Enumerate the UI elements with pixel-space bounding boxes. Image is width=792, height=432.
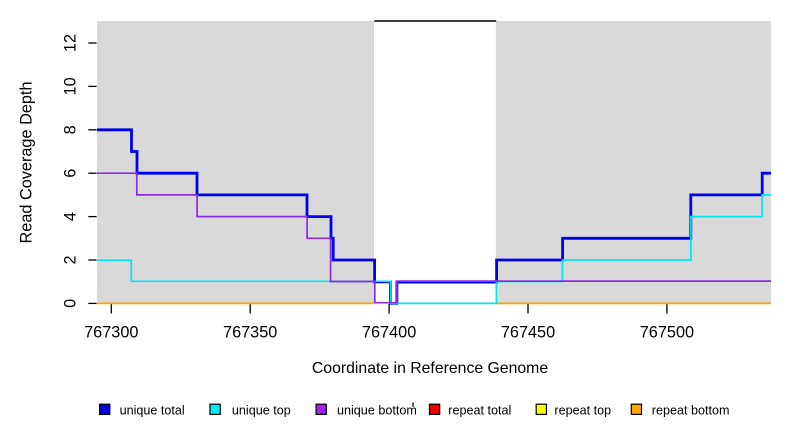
svg-text:repeat top: repeat top [554,403,611,417]
svg-text:767350: 767350 [223,324,277,342]
svg-text:2: 2 [61,255,79,264]
svg-text:Coordinate in Reference Genome: Coordinate in Reference Genome [312,360,548,377]
svg-text:10: 10 [61,77,79,95]
svg-text:unique total: unique total [120,403,185,417]
svg-text:8: 8 [61,125,79,134]
svg-text:unique top: unique top [232,403,291,417]
svg-text:767500: 767500 [640,324,694,342]
svg-text:4: 4 [61,212,79,221]
svg-text:12: 12 [61,34,79,52]
svg-text:767450: 767450 [501,324,555,342]
svg-text:0: 0 [61,299,79,308]
svg-text:6: 6 [61,169,79,178]
svg-text:repeat total: repeat total [448,403,511,417]
svg-text:767400: 767400 [362,324,416,342]
svg-text:767300: 767300 [84,324,138,342]
svg-text:repeat bottom: repeat bottom [652,403,730,417]
svg-text:Read Coverage Depth: Read Coverage Depth [18,81,36,243]
svg-text:unique bottom: unique bottom [337,403,417,417]
